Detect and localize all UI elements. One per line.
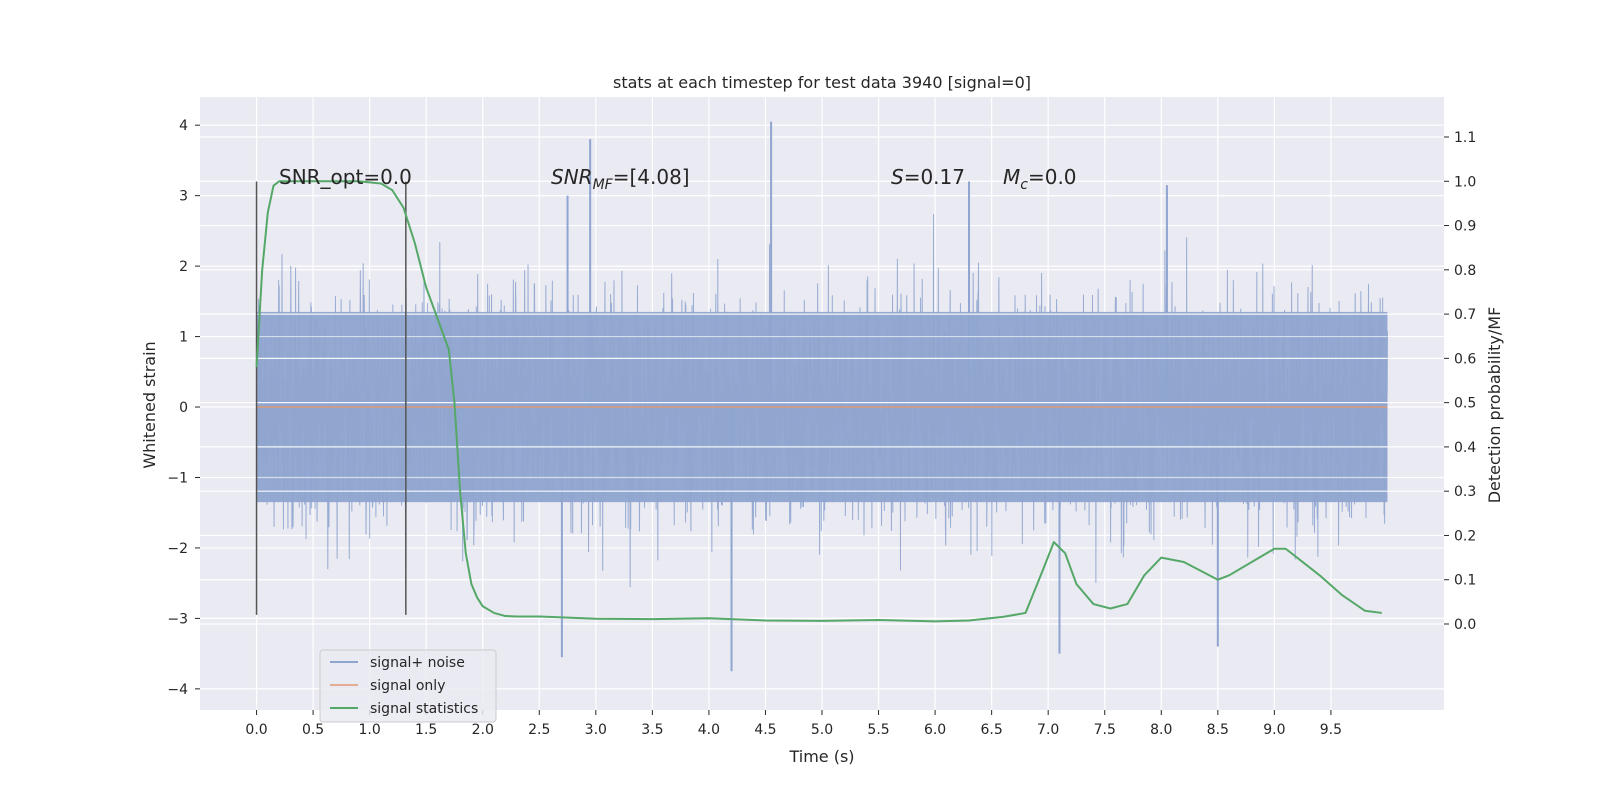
legend: signal+ noise signal only signal statist… [319, 649, 497, 723]
y-left-tick-label: −3 [167, 611, 188, 627]
x-tick-label: 7.0 [1037, 722, 1059, 738]
y-left-tick-label: 2 [179, 259, 188, 275]
y-right-tick-label: 0.5 [1454, 396, 1476, 412]
y-left-tick-label: 3 [179, 189, 188, 205]
x-tick-label: 8.0 [1150, 722, 1172, 738]
y-left-tick-label: 4 [179, 118, 188, 134]
y-right-tick-label: 0.0 [1454, 617, 1476, 633]
axis-ticks: 0.0 0.5 1.0 1.5 2.0 2.5 3.0 3.5 4.0 4.5 5.0 5.5 6.0 6… [167, 118, 1476, 738]
y-right-tick-label: 0.9 [1454, 219, 1476, 235]
y-left-tick-label: −4 [167, 682, 188, 698]
y-left-tick-label: −2 [167, 541, 188, 557]
chart-title: stats at each timestep for test data 394… [613, 73, 1031, 92]
y-right-tick-label: 0.2 [1454, 528, 1476, 544]
x-tick-label: 1.5 [415, 722, 437, 738]
legend-label-signal-statistics: signal statistics [370, 701, 478, 717]
window-markers [255, 181, 407, 615]
signal-statistics-series [255, 180, 1382, 623]
y-right-tick-label: 0.3 [1454, 484, 1476, 500]
annotation-snr-opt: SNR_opt=0.0 [279, 165, 412, 189]
x-tick-label: 9.0 [1263, 722, 1285, 738]
y-right-tick-label: 0.1 [1454, 573, 1476, 589]
x-tick-label: 6.0 [924, 722, 946, 738]
y-right-tick-label: 1.1 [1454, 130, 1476, 146]
x-tick-label: 4.5 [754, 722, 776, 738]
x-tick-label: 0.5 [302, 722, 324, 738]
y-axis-right-label: Detection probability/MF [1485, 307, 1504, 504]
y-left-tick-label: 1 [179, 330, 188, 346]
x-tick-label: 0.0 [245, 722, 267, 738]
x-tick-label: 3.0 [585, 722, 607, 738]
legend-label-signal-noise: signal+ noise [370, 655, 465, 671]
x-tick-label: 1.0 [359, 722, 381, 738]
x-tick-label: 4.0 [698, 722, 720, 738]
y-left-tick-label: 0 [179, 400, 188, 416]
annotation-snr-mf: SNRMF=[4.08] [551, 165, 690, 193]
x-tick-label: 6.5 [981, 722, 1003, 738]
y-left-tick-label: −1 [167, 470, 188, 486]
annotation-s: S=0.17 [891, 165, 965, 189]
y-right-tick-label: 0.6 [1454, 351, 1476, 367]
legend-box [319, 649, 497, 723]
x-tick-label: 5.0 [811, 722, 833, 738]
x-tick-label: 2.5 [528, 722, 550, 738]
x-tick-label: 7.5 [1094, 722, 1116, 738]
y-right-tick-label: 0.8 [1454, 263, 1476, 279]
y-right-tick-label: 0.7 [1454, 307, 1476, 323]
annotation-mc: Mc=0.0 [1003, 165, 1077, 193]
x-axis-label: Time (s) [788, 747, 854, 766]
x-tick-label: 3.5 [641, 722, 663, 738]
x-tick-label: 9.5 [1320, 722, 1342, 738]
y-right-tick-label: 0.4 [1454, 440, 1476, 456]
legend-label-signal-only: signal only [370, 678, 445, 694]
y-right-tick-label: 1.0 [1454, 174, 1476, 190]
x-tick-label: 5.5 [867, 722, 889, 738]
signal-statistics-line [255, 180, 1382, 623]
x-tick-label: 8.5 [1207, 722, 1229, 738]
x-tick-label: 2.0 [472, 722, 494, 738]
y-axis-left-label: Whitened strain [140, 341, 159, 468]
